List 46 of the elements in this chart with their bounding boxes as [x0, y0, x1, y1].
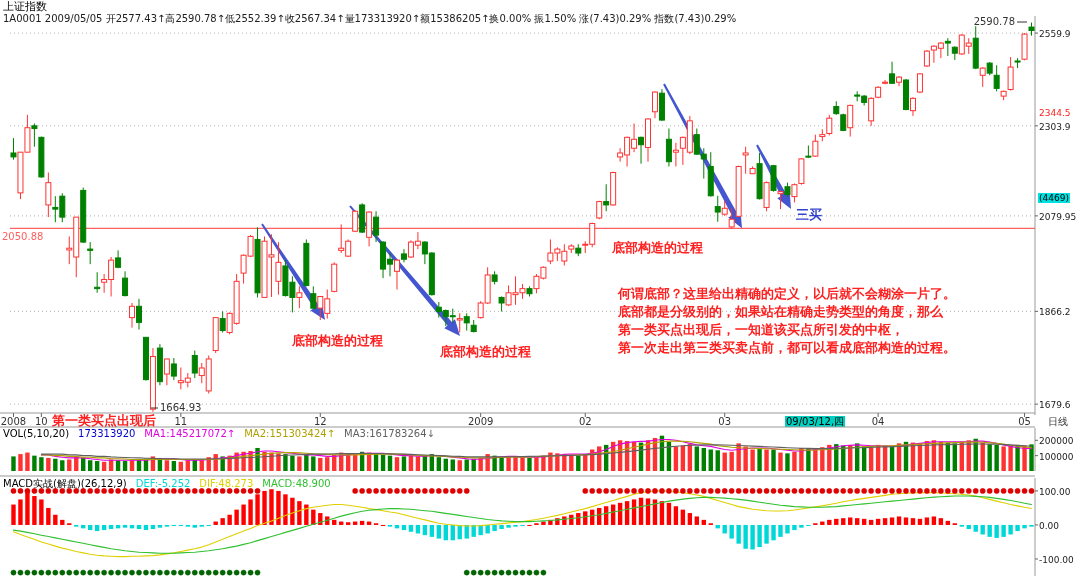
annotation: 2590.78 — [973, 16, 1015, 27]
text: DIF:48.273 — [199, 478, 254, 489]
y-tick-label: 1679.6 — [1039, 400, 1071, 411]
x-tick-label: 10 — [35, 416, 48, 427]
series-label: MA3:161783264↓ — [344, 428, 435, 439]
x-tick-label: 11 — [174, 416, 188, 427]
y-tick-label: 200000 — [1039, 436, 1074, 447]
annotation: 底部构造的过程 — [439, 344, 531, 359]
text: 2344.5 — [1039, 108, 1071, 118]
annotation: 第一类买点出现后，一知道该买点所引发的中枢， — [617, 322, 904, 337]
y-tick-label: 2559.9 — [1039, 29, 1071, 40]
series-label: MA1:145217072↑ — [144, 428, 236, 439]
annotation: 底部都是分级别的，如果站在精确走势类型的角度，那么 — [617, 304, 944, 319]
y-tick-label: 100.00 — [1039, 486, 1071, 497]
annotation: 173313920 — [78, 428, 136, 439]
text: (4469) — [1039, 193, 1069, 203]
x-tick-label: 02 — [578, 416, 592, 427]
annotation: 第一次走出第三类买卖点前，都可以看成底部构造的过程。 — [617, 340, 956, 355]
series-label: MA2:151303424↑ — [244, 428, 336, 439]
chart-title: VOL(5,10,20) — [3, 428, 70, 439]
y-tick-label: 2303.9 — [1039, 121, 1071, 132]
chart-subtitle: 1A0001 2009/05/05 开2577.43↑高2590.78↑低2552.39↑收2567.34↑量173313920↑额15386205↑换0.00% 振1.50% 涨(7.43)0.29% 指数(7.43)0.29% — [3, 13, 737, 24]
chart-title: MACD实战(解盘)(26,12,9) — [3, 478, 127, 489]
annotation: 底部构造的过程 — [611, 240, 703, 255]
x-tick-label: 04 — [871, 416, 885, 427]
annotation: 何谓底部？这里给出精确的定义，以后就不会糊涂一片了。 — [617, 286, 956, 301]
annotation: 底部构造的过程 — [291, 333, 383, 348]
x-tick-label: 2008 — [0, 416, 27, 427]
text: MACD:48.900 — [262, 478, 331, 489]
y-tick-label: 1866.2 — [1039, 307, 1071, 318]
y-tick-label: 100000 — [1039, 451, 1074, 462]
x-tick-label: 05 — [1018, 416, 1031, 427]
y-tick-label: 0.00 — [1039, 520, 1060, 531]
text: 日线 — [1048, 416, 1068, 427]
y-tick-label: 2079.95 — [1039, 211, 1077, 222]
annotation: 1664.93 — [160, 402, 202, 413]
annotation: 三买 — [796, 207, 822, 222]
text: DEF:-5.252 — [135, 478, 191, 489]
x-tick-label: 12 — [313, 416, 327, 427]
chart-title: 上证指数 — [3, 0, 47, 13]
ref-line-label: 2050.88 — [2, 231, 44, 243]
text: 09/03/12,四 — [786, 416, 845, 427]
x-tick-label: 2009 — [467, 416, 494, 427]
y-tick-label: -100.00 — [1039, 554, 1075, 565]
annotation: 第一类买点出现后 — [51, 413, 156, 428]
x-tick-label: 03 — [718, 416, 732, 427]
